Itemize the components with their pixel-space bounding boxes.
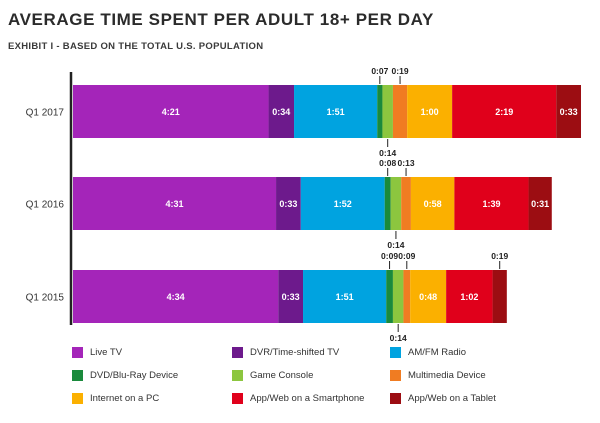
data-label-am-fm-radio: 1:51 xyxy=(327,107,345,117)
legend-item-live-tv: Live TV xyxy=(72,347,122,358)
bar-multimedia-device xyxy=(401,177,411,230)
data-label-app-web-on-a-smartphone: 2:19 xyxy=(495,107,513,117)
legend-swatch xyxy=(232,393,243,404)
bar-app-web-on-a-smartphone xyxy=(446,270,493,323)
bar-app-web-on-a-tablet xyxy=(528,177,552,230)
category-label: Q1 2016 xyxy=(26,200,65,211)
data-label-multimedia-device: 0:09 xyxy=(398,251,415,261)
legend-item-dvd-blu-ray-device: DVD/Blu-Ray Device xyxy=(72,370,178,381)
bar-game-console xyxy=(382,85,393,138)
data-label-dvr-time-shifted-tv: 0:34 xyxy=(272,107,290,117)
data-label-multimedia-device: 0:13 xyxy=(398,158,415,168)
bar-internet-on-a-pc xyxy=(410,270,447,323)
chart-title: AVERAGE TIME SPENT PER ADULT 18+ PER DAY xyxy=(8,10,434,29)
bar-live-tv xyxy=(73,85,269,138)
legend-swatch xyxy=(72,370,83,381)
legend-label: DVD/Blu-Ray Device xyxy=(90,370,179,381)
bar-dvd-blu-ray-device xyxy=(386,270,393,323)
category-label: Q1 2017 xyxy=(26,108,65,119)
legend-label: Multimedia Device xyxy=(408,370,486,381)
bar-app-web-on-a-tablet xyxy=(556,85,581,138)
bar-app-web-on-a-tablet xyxy=(492,270,507,323)
legend-item-app-web-on-a-tablet: App/Web on a Tablet xyxy=(390,393,496,404)
legend-label: App/Web on a Tablet xyxy=(408,393,496,404)
legend-item-internet-on-a-pc: Internet on a PC xyxy=(72,393,159,404)
data-label-internet-on-a-pc: 1:00 xyxy=(421,107,439,117)
data-label-live-tv: 4:31 xyxy=(166,199,184,209)
data-label-game-console: 0:14 xyxy=(387,240,404,250)
data-label-dvd-blu-ray-device: 0:08 xyxy=(379,158,396,168)
legend-label: Game Console xyxy=(250,370,314,381)
data-label-dvr-time-shifted-tv: 0:33 xyxy=(282,292,300,302)
legend-swatch xyxy=(72,393,83,404)
bar-live-tv xyxy=(73,270,279,323)
data-label-am-fm-radio: 1:52 xyxy=(334,199,352,209)
chart-subtitle: EXHIBIT I - BASED ON THE TOTAL U.S. POPU… xyxy=(8,41,264,52)
legend-label: DVR/Time-shifted TV xyxy=(250,347,340,358)
bar-dvr-time-shifted-tv xyxy=(268,85,295,138)
legend-swatch xyxy=(232,370,243,381)
legend-swatch xyxy=(232,347,243,358)
bar-app-web-on-a-smartphone xyxy=(452,85,557,138)
legend-item-game-console: Game Console xyxy=(232,370,313,381)
data-label-app-web-on-a-tablet: 0:19 xyxy=(491,251,508,261)
legend-item-app-web-on-a-smartphone: App/Web on a Smartphone xyxy=(232,393,364,404)
data-label-multimedia-device: 0:19 xyxy=(392,66,409,76)
bar-game-console xyxy=(392,270,404,323)
legend-swatch xyxy=(390,347,401,358)
bar-internet-on-a-pc xyxy=(410,177,455,230)
bar-dvd-blu-ray-device xyxy=(377,85,383,138)
data-label-dvd-blu-ray-device: 0:09 xyxy=(381,251,398,261)
data-label-internet-on-a-pc: 0:48 xyxy=(419,292,437,302)
legend-swatch xyxy=(390,370,401,381)
data-label-game-console: 0:14 xyxy=(390,333,407,343)
data-label-live-tv: 4:34 xyxy=(167,292,185,302)
bar-dvr-time-shifted-tv xyxy=(276,177,301,230)
data-label-game-console: 0:14 xyxy=(379,148,396,158)
data-label-internet-on-a-pc: 0:58 xyxy=(424,199,442,209)
data-label-live-tv: 4:21 xyxy=(162,107,180,117)
legend-item-am-fm-radio: AM/FM Radio xyxy=(390,347,466,358)
data-label-app-web-on-a-smartphone: 1:39 xyxy=(482,199,500,209)
legend-label: App/Web on a Smartphone xyxy=(250,393,365,404)
legend-label: Internet on a PC xyxy=(90,393,160,404)
bar-live-tv xyxy=(73,177,277,230)
bar-multimedia-device xyxy=(392,85,408,138)
bar-game-console xyxy=(390,177,402,230)
data-label-dvr-time-shifted-tv: 0:33 xyxy=(279,199,297,209)
bar-app-web-on-a-smartphone xyxy=(454,177,529,230)
data-label-am-fm-radio: 1:51 xyxy=(336,292,354,302)
data-label-app-web-on-a-smartphone: 1:02 xyxy=(460,292,478,302)
legend-swatch xyxy=(72,347,83,358)
data-label-app-web-on-a-tablet: 0:33 xyxy=(560,107,578,117)
legend-item-multimedia-device: Multimedia Device xyxy=(390,370,486,381)
bar-internet-on-a-pc xyxy=(407,85,453,138)
bar-am-fm-radio xyxy=(300,177,385,230)
category-label: Q1 2015 xyxy=(26,293,65,304)
bar-am-fm-radio xyxy=(303,270,387,323)
stacked-bar-chart: Q1 2017 4:21 0:34 1:51 0:07 0:14 0:19 1:00 2:19 0… xyxy=(26,66,581,343)
legend-swatch xyxy=(390,393,401,404)
legend-item-dvr-time-shifted-tv: DVR/Time-shifted TV xyxy=(232,347,339,358)
bar-am-fm-radio xyxy=(294,85,378,138)
bar-multimedia-device xyxy=(403,270,411,323)
bar-dvr-time-shifted-tv xyxy=(278,270,304,323)
data-label-dvd-blu-ray-device: 0:07 xyxy=(371,66,388,76)
data-label-app-web-on-a-tablet: 0:31 xyxy=(531,199,549,209)
bar-dvd-blu-ray-device xyxy=(384,177,391,230)
legend-label: Live TV xyxy=(90,347,123,358)
legend-label: AM/FM Radio xyxy=(408,347,467,358)
